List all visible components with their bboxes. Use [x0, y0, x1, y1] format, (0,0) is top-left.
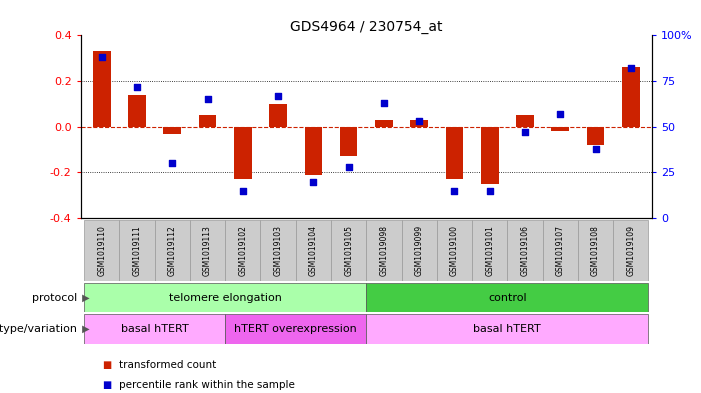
Point — [131, 83, 142, 90]
Point — [625, 65, 637, 72]
Text: percentile rank within the sample: percentile rank within the sample — [119, 380, 295, 390]
Bar — [410, 120, 428, 127]
Point — [590, 145, 601, 152]
Point — [554, 111, 566, 117]
Point — [449, 187, 460, 194]
Text: GSM1019107: GSM1019107 — [556, 225, 565, 276]
Bar — [340, 127, 358, 156]
Bar — [516, 115, 533, 127]
Point — [308, 178, 319, 185]
Text: basal hTERT: basal hTERT — [121, 324, 189, 334]
Bar — [84, 220, 119, 281]
Bar — [578, 220, 613, 281]
Text: GSM1019111: GSM1019111 — [132, 225, 142, 276]
Bar — [375, 120, 393, 127]
Bar — [622, 67, 639, 127]
Text: control: control — [488, 293, 526, 303]
Bar — [155, 220, 190, 281]
Text: GSM1019105: GSM1019105 — [344, 225, 353, 276]
Text: GSM1019098: GSM1019098 — [379, 225, 388, 276]
Bar — [225, 314, 366, 344]
Text: telomere elongation: telomere elongation — [169, 293, 282, 303]
Text: GSM1019112: GSM1019112 — [168, 225, 177, 276]
Text: basal hTERT: basal hTERT — [473, 324, 541, 334]
Text: transformed count: transformed count — [119, 360, 217, 371]
Bar — [163, 127, 181, 134]
Bar — [93, 51, 111, 127]
Text: ▶: ▶ — [79, 293, 89, 303]
Bar — [304, 127, 322, 175]
Text: hTERT overexpression: hTERT overexpression — [234, 324, 357, 334]
Point — [202, 96, 213, 103]
Point — [96, 54, 107, 61]
Title: GDS4964 / 230754_at: GDS4964 / 230754_at — [290, 20, 442, 34]
Bar — [190, 220, 225, 281]
Text: GSM1019101: GSM1019101 — [485, 225, 494, 276]
Bar — [128, 95, 146, 127]
Point — [343, 164, 354, 170]
Point — [519, 129, 531, 135]
Text: ▶: ▶ — [79, 324, 89, 334]
Bar — [296, 220, 331, 281]
Point — [167, 160, 178, 167]
Bar — [446, 127, 463, 179]
Bar — [543, 220, 578, 281]
Bar — [331, 220, 367, 281]
Bar — [402, 220, 437, 281]
Text: GSM1019100: GSM1019100 — [450, 225, 459, 276]
Text: ■: ■ — [102, 360, 111, 371]
Point — [414, 118, 425, 125]
Bar — [269, 104, 287, 127]
Text: GSM1019103: GSM1019103 — [273, 225, 283, 276]
Point — [484, 187, 496, 194]
Bar — [508, 220, 543, 281]
Point — [273, 92, 284, 99]
Bar — [481, 127, 498, 184]
Text: protocol: protocol — [32, 293, 77, 303]
Bar — [437, 220, 472, 281]
Bar — [119, 220, 155, 281]
Text: GSM1019113: GSM1019113 — [203, 225, 212, 276]
Text: ■: ■ — [102, 380, 111, 390]
Bar — [84, 314, 225, 344]
Bar — [613, 220, 648, 281]
Bar — [84, 283, 366, 312]
Text: genotype/variation: genotype/variation — [0, 324, 77, 334]
Point — [379, 100, 390, 106]
Text: GSM1019099: GSM1019099 — [415, 225, 423, 276]
Bar — [261, 220, 296, 281]
Bar — [366, 220, 402, 281]
Bar — [234, 127, 252, 179]
Bar — [472, 220, 508, 281]
Bar — [366, 283, 648, 312]
Text: GSM1019104: GSM1019104 — [309, 225, 318, 276]
Bar — [366, 314, 648, 344]
Text: GSM1019109: GSM1019109 — [626, 225, 635, 276]
Bar — [552, 127, 569, 131]
Text: GSM1019110: GSM1019110 — [97, 225, 107, 276]
Text: GSM1019106: GSM1019106 — [520, 225, 529, 276]
Text: GSM1019108: GSM1019108 — [591, 225, 600, 276]
Point — [237, 187, 248, 194]
Text: GSM1019102: GSM1019102 — [238, 225, 247, 276]
Bar — [587, 127, 604, 145]
Bar — [199, 115, 217, 127]
Bar — [225, 220, 261, 281]
